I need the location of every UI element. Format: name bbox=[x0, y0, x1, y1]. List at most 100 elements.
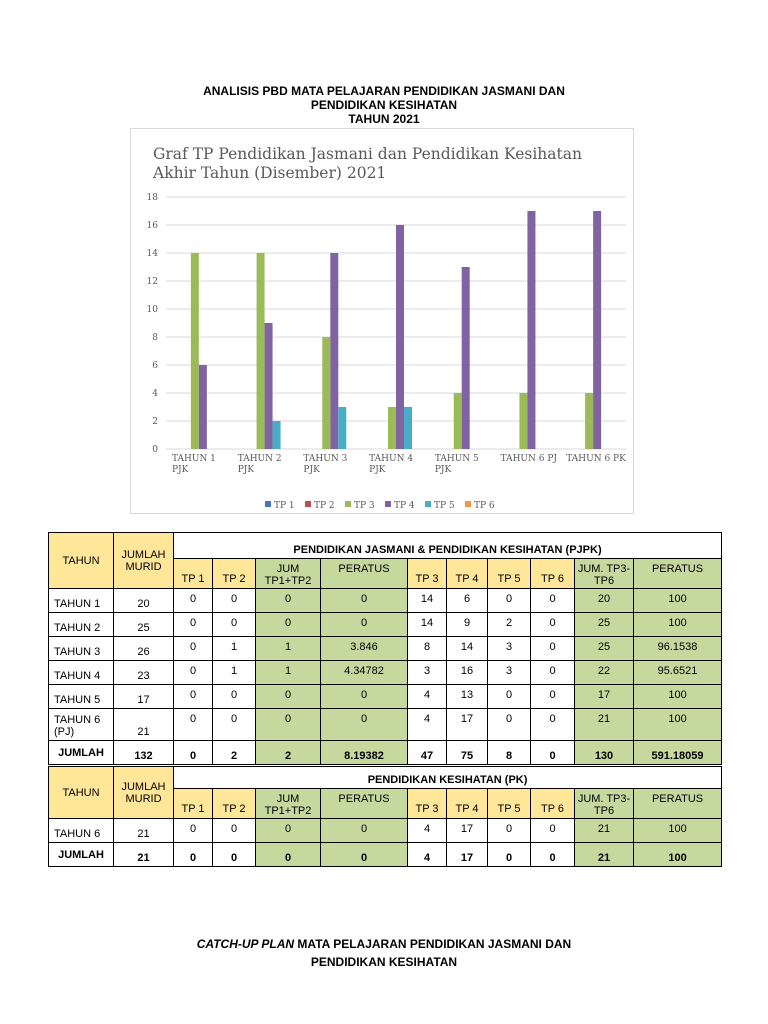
total-cell: 100 bbox=[632, 842, 723, 867]
cell: 14 bbox=[407, 612, 447, 637]
cell: 0 bbox=[212, 612, 256, 637]
x-tick-label: TAHUN 3 bbox=[303, 454, 347, 464]
cell: 100 bbox=[632, 708, 723, 741]
pk-table: TAHUN JUMLAH MURID PENDIDIKAN KESIHATAN (P… bbox=[48, 766, 723, 867]
title-line: PENDIDIKAN KESIHATAN bbox=[310, 98, 458, 112]
y-tick-label: 16 bbox=[147, 221, 159, 231]
total-cell: 130 bbox=[574, 740, 634, 765]
legend-label: TP 6 bbox=[474, 501, 495, 511]
x-tick-label: TAHUN 1 bbox=[172, 454, 216, 464]
x-tick-label: TAHUN 2 bbox=[238, 454, 282, 464]
cell: 1 bbox=[255, 636, 321, 661]
total-cell: 8 bbox=[487, 740, 531, 765]
cell: 1 bbox=[212, 660, 256, 685]
legend-swatch bbox=[425, 501, 431, 507]
y-tick-label: 18 bbox=[147, 193, 159, 203]
subheader: TP 5 bbox=[487, 788, 531, 819]
subheader: PERATUS bbox=[320, 558, 408, 589]
cell: 17 bbox=[446, 708, 488, 741]
legend-swatch bbox=[345, 501, 351, 507]
cell: 17 bbox=[113, 684, 174, 709]
cell: 16 bbox=[446, 660, 488, 685]
pjpk-table: TAHUN JUMLAH MURID PENDIDIKAN JASMANI & PE… bbox=[48, 532, 723, 765]
cell: TAHUN 3 bbox=[48, 636, 114, 661]
x-tick-label: PJK bbox=[435, 465, 452, 475]
y-tick-label: 6 bbox=[152, 361, 158, 371]
table-row: TAHUN 4 23 0 1 1 4.34782 3 16 3 0 22 95.6521 bbox=[48, 660, 723, 685]
cell: 26 bbox=[113, 636, 174, 661]
cell: 0 bbox=[255, 588, 321, 613]
legend-label: TP 2 bbox=[314, 501, 335, 511]
cell: 9 bbox=[446, 612, 488, 637]
table-row: TAHUN 6 (PJ) 21 0 0 0 0 4 17 0 0 21 100 bbox=[48, 708, 723, 741]
cell: 0 bbox=[212, 684, 256, 709]
cell: 0 bbox=[320, 708, 408, 741]
catch-up-plan-heading: CATCH-UP PLAN MATA PELAJARAN PENDIDIKAN … bbox=[0, 937, 768, 969]
cell: 0 bbox=[255, 708, 321, 741]
total-cell: 2 bbox=[212, 740, 256, 765]
cell: TAHUN 2 bbox=[48, 612, 114, 637]
total-row: JUMLAH 132 0 2 2 8.19382 47 75 8 0 130 591.18059 bbox=[48, 740, 723, 765]
total-cell: 132 bbox=[113, 740, 174, 765]
cell: 100 bbox=[632, 588, 723, 613]
cell: 8 bbox=[407, 636, 447, 661]
cell: TAHUN 5 bbox=[48, 684, 114, 709]
bar-tp3 bbox=[519, 393, 528, 449]
header-tahun: TAHUN bbox=[48, 766, 114, 819]
cell: 0 bbox=[173, 636, 213, 661]
cell: 0 bbox=[173, 588, 213, 613]
subheader: TP 4 bbox=[446, 558, 488, 589]
bar-tp3 bbox=[388, 407, 396, 449]
cell: 0 bbox=[320, 684, 408, 709]
total-cell: 17 bbox=[446, 842, 488, 867]
total-cell: JUMLAH bbox=[48, 740, 114, 765]
cell: 20 bbox=[113, 588, 174, 613]
table-row: TAHUN 3 26 0 1 1 3.846 8 14 3 0 25 96.1538 bbox=[48, 636, 723, 661]
x-tick-label: PJK bbox=[238, 465, 255, 475]
cell: 17 bbox=[446, 818, 488, 843]
cell: 21 bbox=[113, 708, 174, 741]
cell: 2 bbox=[487, 612, 531, 637]
footer-italic: CATCH-UP PLAN bbox=[196, 937, 295, 951]
cell: 100 bbox=[632, 818, 723, 843]
y-tick-label: 2 bbox=[152, 417, 158, 427]
bar-tp4 bbox=[396, 225, 404, 449]
cell: 0 bbox=[255, 612, 321, 637]
footer-rest: MATA PELAJARAN PENDIDIKAN JASMANI DAN bbox=[294, 937, 572, 951]
bar-tp3 bbox=[190, 253, 199, 449]
x-tick-label: PJK bbox=[369, 465, 386, 475]
legend-swatch bbox=[465, 501, 471, 507]
table-row: TAHUN 1 20 0 0 0 0 14 6 0 0 20 100 bbox=[48, 588, 723, 613]
subheader: TP 4 bbox=[446, 788, 488, 819]
cell: 0 bbox=[255, 818, 321, 843]
cell: 21 bbox=[574, 708, 634, 741]
subheader: TP 2 bbox=[212, 558, 256, 589]
cell: 23 bbox=[113, 660, 174, 685]
cell: 14 bbox=[407, 588, 447, 613]
cell: 100 bbox=[632, 684, 723, 709]
bar-chart: 0 2 4 6 8 10 12 14 16 18 TAHUN 1 PJK TAHUN 2 PJK TAHUN… bbox=[130, 128, 634, 514]
cell: 13 bbox=[446, 684, 488, 709]
cell: 0 bbox=[255, 684, 321, 709]
cell: 95.6521 bbox=[632, 660, 723, 685]
cell: 0 bbox=[173, 708, 213, 741]
cell: 4 bbox=[407, 818, 447, 843]
cell: 0 bbox=[487, 708, 531, 741]
bar-tp3 bbox=[585, 393, 594, 449]
y-tick-label: 14 bbox=[147, 249, 159, 259]
header-jumlah-murid: JUMLAH MURID bbox=[113, 532, 174, 589]
bar-tp4 bbox=[264, 323, 273, 449]
bar-tp3 bbox=[453, 393, 462, 449]
cell: 0 bbox=[173, 684, 213, 709]
y-tick-label: 0 bbox=[152, 445, 158, 455]
cell: 0 bbox=[530, 660, 575, 685]
cell: 0 bbox=[530, 684, 575, 709]
x-tick-label: TAHUN 4 bbox=[369, 454, 413, 464]
table-row: TAHUN 6 21 0 0 0 0 4 17 0 0 21 100 bbox=[48, 818, 723, 843]
title-line: TAHUN 2021 bbox=[348, 112, 420, 126]
cell: TAHUN 6 bbox=[48, 818, 114, 843]
subheader: TP 6 bbox=[530, 788, 575, 819]
cell: 96.1538 bbox=[632, 636, 723, 661]
y-tick-label: 10 bbox=[147, 305, 159, 315]
